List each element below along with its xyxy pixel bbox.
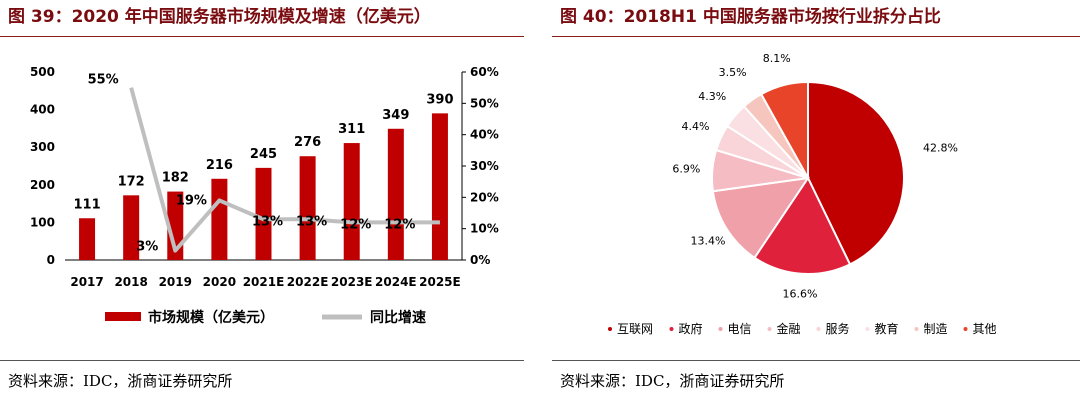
growth-label: 12% — [384, 217, 415, 232]
legend-dot — [865, 327, 870, 331]
y-tick-label: 500 — [30, 65, 55, 79]
x-tick-label: 2018 — [114, 275, 147, 289]
market-size-panel: 图 39：2020 年中国服务器市场规模及增速（亿美元） 0 100 200 300 4… — [0, 0, 524, 401]
growth-label: 13% — [296, 214, 327, 229]
source-divider — [552, 360, 1080, 361]
y2-tick-label: 20% — [470, 190, 499, 204]
pie-label: 16.6% — [783, 288, 818, 301]
x-tick-label: 2023E — [331, 275, 373, 289]
legend-label: 电信 — [728, 322, 752, 336]
bar-value-label: 311 — [338, 122, 365, 137]
bar — [255, 167, 272, 260]
pie-label: 8.1% — [763, 52, 791, 65]
legend-dot — [767, 327, 772, 331]
pie-slice — [753, 175, 852, 275]
bar-value-label: 172 — [118, 174, 145, 189]
x-tick-label: 2021E — [243, 275, 285, 289]
legend-label: 其他 — [973, 322, 997, 336]
y-tick-label: 100 — [30, 215, 55, 229]
bar-value-label: 216 — [206, 158, 233, 173]
bar — [211, 178, 228, 260]
bar — [123, 195, 140, 260]
legend-dot — [669, 327, 674, 331]
industry-share-chart: 42.8% 16.6% 13.4% 6.9% 4.4% 4.3% 3.5% 8.1% 互联网 政府… — [608, 52, 997, 336]
market-size-title: 图 39：2020 年中国服务器市场规模及增速（亿美元） — [8, 7, 431, 27]
industry-share-title: 图 40：2018H1 中国服务器市场按行业拆分占比 — [560, 7, 941, 27]
market-size-chart: 0 100 200 300 400 500 0% 10% 20% 30% 40% 50% 60% 2017… — [30, 65, 499, 326]
bar-value-label: 245 — [250, 147, 277, 162]
pie-slice — [711, 176, 811, 260]
bar-value-label: 276 — [294, 135, 321, 150]
pie-slice — [807, 80, 905, 266]
legend-label: 服务 — [826, 321, 850, 336]
legend-label: 教育 — [875, 321, 899, 336]
bar — [343, 143, 360, 260]
x-tick-label: 2019 — [159, 275, 192, 289]
title-divider — [552, 36, 1080, 37]
source-note: 资料来源：IDC，浙商证券研究所 — [8, 372, 233, 390]
bar — [79, 218, 96, 260]
y-tick-label: 0 — [47, 253, 55, 267]
legend-bar-swatch — [105, 312, 141, 321]
growth-line — [129, 87, 440, 253]
legend-dot — [718, 327, 723, 331]
x-tick-label: 2017 — [70, 275, 103, 289]
legend-dot — [963, 327, 968, 331]
legend-label: 互联网 — [617, 322, 653, 336]
legend-label: 制造 — [924, 322, 948, 336]
bar — [299, 156, 316, 260]
bar-value-label: 349 — [382, 108, 409, 123]
pie-label: 3.5% — [719, 66, 747, 79]
legend-line-label: 同比增速 — [370, 309, 426, 326]
bar — [387, 128, 404, 260]
y-tick-label: 300 — [30, 140, 55, 154]
legend-dot — [608, 327, 612, 331]
legend-bar-label: 市场规模（亿美元） — [148, 309, 274, 326]
x-tick-label: 2020 — [203, 275, 236, 289]
y-tick-label: 400 — [30, 103, 55, 117]
x-tick-label: 2024E — [375, 275, 417, 289]
growth-label: 13% — [252, 214, 283, 229]
industry-share-panel: 图 40：2018H1 中国服务器市场按行业拆分占比 42.8% 16.6% 13.… — [552, 0, 1080, 401]
pie-label: 4.4% — [681, 120, 709, 133]
pie-label: 42.8% — [923, 141, 958, 154]
bar — [431, 113, 448, 260]
y2-tick-label: 60% — [470, 65, 499, 79]
y2-tick-label: 30% — [470, 159, 499, 173]
y2-tick-label: 0% — [470, 253, 490, 267]
source-note: 资料来源：IDC，浙商证券研究所 — [560, 372, 785, 390]
growth-label: 12% — [340, 217, 371, 232]
pie-label: 4.3% — [698, 90, 726, 103]
bar-value-label: 390 — [426, 92, 453, 107]
source-divider — [0, 360, 524, 361]
bar-value-label: 182 — [162, 171, 189, 186]
pie-slice — [759, 80, 809, 182]
bar-value-label: 111 — [73, 197, 100, 212]
legend-dot — [816, 327, 821, 331]
growth-label: 3% — [136, 240, 158, 255]
y2-tick-label: 40% — [470, 128, 499, 142]
legend-label: 政府 — [679, 321, 703, 336]
legend-label: 金融 — [777, 321, 801, 336]
pie-label: 6.9% — [672, 162, 700, 175]
x-tick-label: 2025E — [419, 275, 461, 289]
legend-dot — [914, 327, 919, 331]
pie-label: 13.4% — [690, 235, 725, 248]
y2-tick-label: 10% — [470, 222, 499, 236]
y-tick-label: 200 — [30, 178, 55, 192]
y2-tick-label: 50% — [470, 96, 499, 110]
x-tick-label: 2022E — [287, 275, 329, 289]
growth-label: 19% — [176, 193, 207, 208]
title-divider — [0, 36, 524, 37]
growth-label: 55% — [88, 73, 119, 88]
